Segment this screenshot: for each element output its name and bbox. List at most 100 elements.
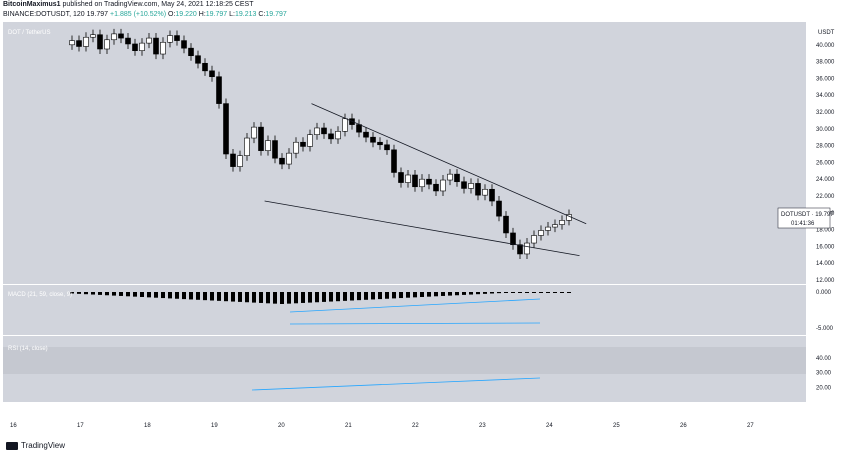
time-tick-label: 17 bbox=[77, 423, 84, 429]
candle-body bbox=[517, 244, 523, 255]
macd-histogram-bar bbox=[315, 292, 319, 303]
low-label: L: bbox=[229, 11, 235, 18]
price-chart[interactable]: 40.000 38.000 36.000 34.000 32.000 30.000 28.0… bbox=[0, 22, 850, 432]
candle-body bbox=[118, 33, 124, 39]
macd-histogram-bar bbox=[119, 292, 123, 296]
time-tick-label: 20 bbox=[278, 423, 285, 429]
macd-histogram-bar bbox=[112, 292, 116, 296]
last-price-label-symbol: DOTUSDT · 19.797 bbox=[781, 212, 834, 218]
macd-histogram-bar bbox=[469, 292, 473, 295]
macd-histogram-bar bbox=[532, 292, 536, 293]
macd-histogram-bar bbox=[252, 292, 256, 303]
open-value: 19.220 bbox=[175, 11, 197, 18]
price-tick-label: 24.000 bbox=[816, 177, 835, 183]
candle-body bbox=[447, 173, 453, 181]
candle-body bbox=[286, 152, 292, 165]
candle-body bbox=[405, 174, 411, 183]
macd-histogram-bar bbox=[350, 292, 354, 301]
macd-histogram-bar bbox=[420, 292, 424, 297]
time-tick-label: 25 bbox=[613, 423, 620, 429]
macd-label: MACD (21, 59, close, 9) bbox=[8, 292, 72, 298]
macd-tick-label: -5.000 bbox=[816, 326, 834, 332]
macd-histogram-bar bbox=[329, 292, 333, 302]
chart-publisher-line: BitcoinMaximus1 published on TradingView… bbox=[3, 1, 253, 8]
time-tick-label: 24 bbox=[546, 423, 553, 429]
symbol-info-line: BINANCE:DOTUSDT, 120 19.797 +1.885 (+10.… bbox=[3, 11, 287, 18]
macd-histogram-bar bbox=[385, 292, 389, 299]
macd-histogram-bar bbox=[336, 292, 340, 302]
macd-histogram-bar bbox=[84, 292, 88, 295]
time-tick-label: 16 bbox=[10, 423, 17, 429]
candle-body bbox=[104, 39, 110, 50]
author-name[interactable]: BitcoinMaximus1 bbox=[3, 1, 61, 8]
macd-tick-label: 0.000 bbox=[816, 290, 832, 296]
macd-histogram-bar bbox=[483, 292, 487, 294]
price-tick-label: 28.000 bbox=[816, 144, 835, 150]
time-tick-label: 22 bbox=[412, 423, 419, 429]
candle-body bbox=[223, 103, 229, 155]
price-tick-label: 40.000 bbox=[816, 43, 835, 49]
macd-histogram-bar bbox=[168, 292, 172, 299]
macd-histogram-bar bbox=[133, 292, 137, 297]
close-label: C: bbox=[258, 11, 266, 18]
macd-histogram-bar bbox=[224, 292, 228, 302]
macd-histogram-bar bbox=[259, 292, 263, 303]
last-price: 19.797 bbox=[86, 11, 109, 18]
macd-histogram-bar bbox=[476, 292, 480, 295]
candle-body bbox=[489, 188, 495, 202]
price-tick-label: 32.000 bbox=[816, 110, 835, 116]
rsi-tick-label: 20.00 bbox=[816, 385, 832, 391]
rsi-label: RSI (14, close) bbox=[8, 346, 48, 352]
candle-body bbox=[160, 41, 166, 55]
macd-histogram-bar bbox=[189, 292, 193, 300]
price-tick-label: 30.000 bbox=[816, 127, 835, 133]
rsi-divergence-line bbox=[251, 377, 541, 391]
macd-histogram-bar bbox=[217, 292, 221, 301]
candle-body bbox=[510, 232, 516, 246]
macd-histogram-bar bbox=[91, 292, 95, 295]
candle-body bbox=[146, 37, 152, 44]
candle-body bbox=[412, 174, 418, 188]
macd-histogram-bar bbox=[455, 292, 459, 296]
candle-body bbox=[524, 242, 530, 255]
macd-histogram-bar bbox=[98, 292, 102, 295]
candle-body bbox=[272, 140, 278, 159]
macd-pane-bg bbox=[3, 285, 806, 335]
candle-body bbox=[76, 40, 82, 47]
macd-histogram-bar bbox=[182, 292, 186, 300]
macd-histogram-bar bbox=[518, 292, 522, 293]
candle-body bbox=[125, 37, 131, 45]
candle-body bbox=[181, 40, 187, 49]
candle-body bbox=[279, 157, 285, 165]
time-tick-label: 18 bbox=[144, 423, 151, 429]
macd-histogram-bar bbox=[161, 292, 165, 299]
last-price-label: DOTUSDT · 19.797 01:41:36 bbox=[777, 207, 834, 229]
candle-body bbox=[97, 34, 103, 50]
rsi-tick-label: 30.00 bbox=[816, 371, 832, 377]
price-tick-label: 38.000 bbox=[816, 60, 835, 66]
candle-body bbox=[496, 200, 502, 217]
candle-body bbox=[300, 141, 306, 147]
candle-body bbox=[335, 131, 341, 140]
macd-histogram-bar bbox=[504, 292, 508, 293]
candle-body bbox=[433, 183, 439, 192]
macd-histogram-bar bbox=[147, 292, 151, 298]
tradingview-brand: TradingView bbox=[21, 441, 66, 450]
macd-divergence-line bbox=[289, 298, 541, 313]
macd-divergence-line bbox=[289, 322, 541, 325]
price-tick-label: 36.000 bbox=[816, 76, 835, 82]
macd-histogram-bar bbox=[231, 292, 235, 302]
macd-histogram-bar bbox=[364, 292, 368, 300]
time-tick-label: 27 bbox=[747, 423, 754, 429]
macd-histogram-bar bbox=[140, 292, 144, 297]
candle-body bbox=[503, 215, 509, 234]
candle-body bbox=[258, 126, 264, 151]
macd-histogram-bar bbox=[280, 292, 284, 304]
candle-body bbox=[426, 178, 432, 185]
candle-body bbox=[237, 155, 243, 167]
candle-body bbox=[538, 230, 544, 236]
macd-histogram-bar bbox=[196, 292, 200, 300]
macd-histogram-bar bbox=[245, 292, 249, 303]
candle-body bbox=[230, 153, 236, 167]
price-tick-label: 22.000 bbox=[816, 194, 835, 200]
